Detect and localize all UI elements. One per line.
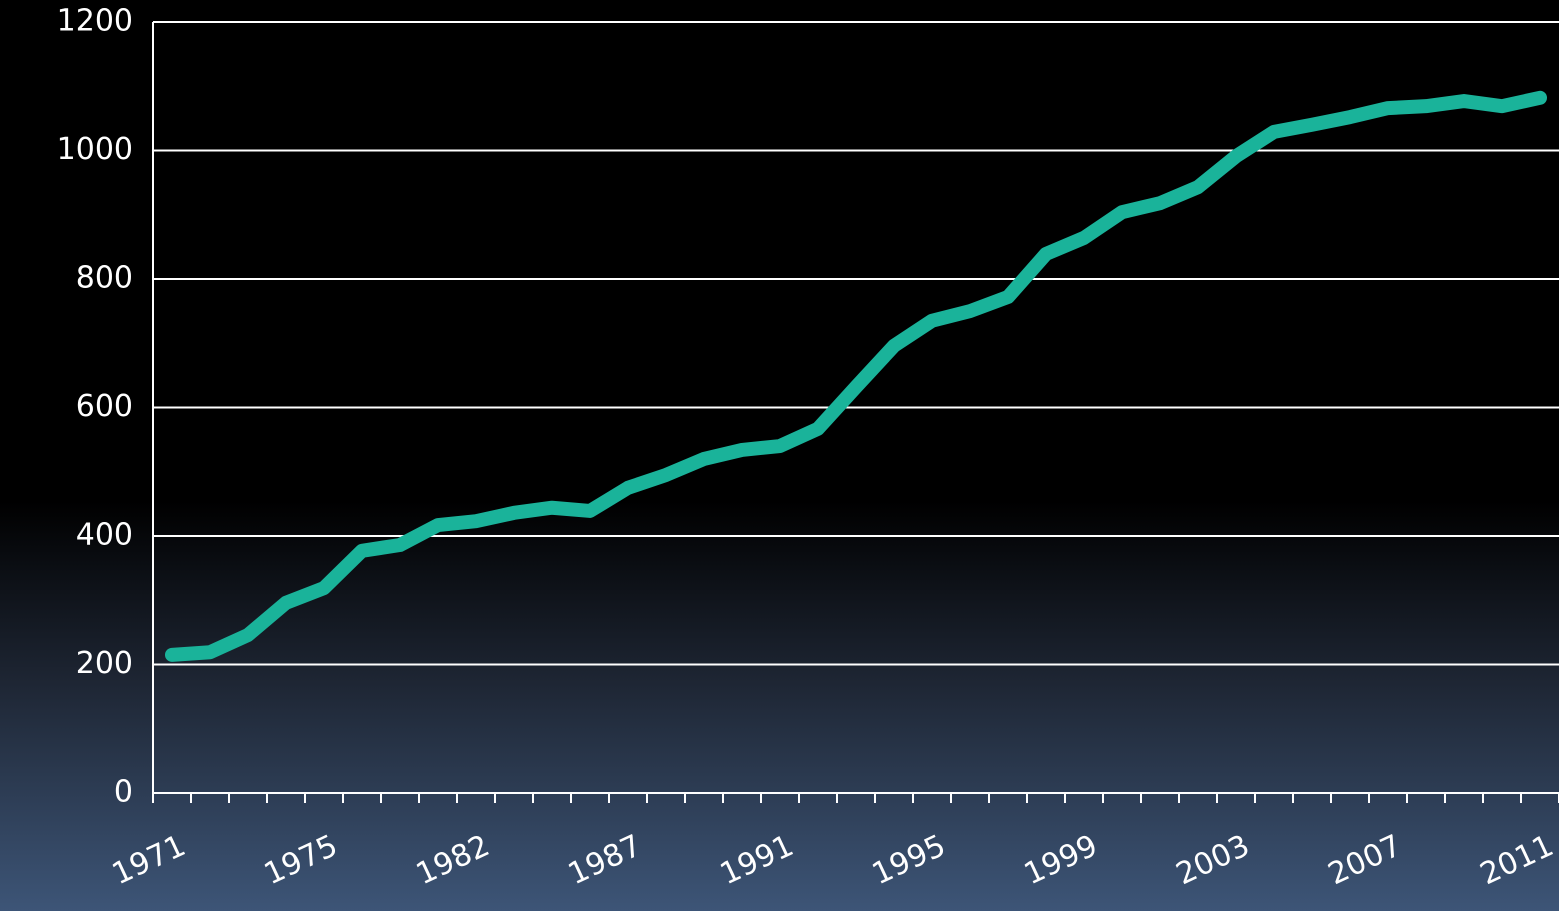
y-tick-label: 600 xyxy=(76,389,133,424)
y-tick-label: 400 xyxy=(76,518,133,553)
x-tick-label: 1975 xyxy=(259,828,343,892)
data-line xyxy=(165,90,1547,662)
x-tick-label: 1995 xyxy=(867,828,951,892)
x-tick-label: 2003 xyxy=(1171,828,1255,892)
x-tick-label: 1991 xyxy=(715,828,799,892)
x-tick-label: 1987 xyxy=(563,828,647,892)
x-tick-label: 2007 xyxy=(1323,828,1407,892)
x-tick-label: 2011 xyxy=(1475,828,1559,892)
y-tick-label: 1200 xyxy=(57,4,133,39)
y-tick-label: 200 xyxy=(76,646,133,681)
y-tick-label: 0 xyxy=(114,775,133,810)
y-tick-label: 1000 xyxy=(57,132,133,167)
x-tick-label: 1982 xyxy=(411,828,495,892)
x-tick-label: 1999 xyxy=(1019,828,1103,892)
y-tick-label: 800 xyxy=(76,261,133,296)
x-tick-label: 1971 xyxy=(107,828,191,892)
